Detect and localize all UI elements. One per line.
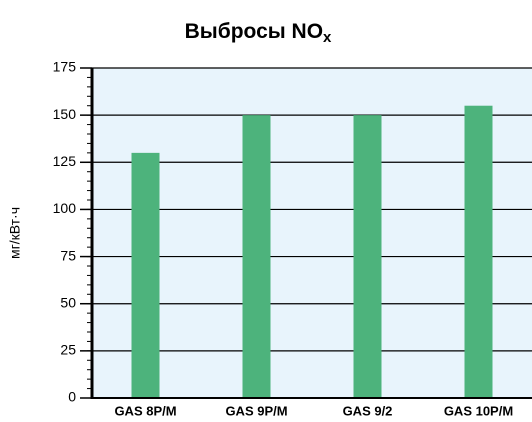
y-tick-label: 25	[60, 342, 76, 358]
y-tick-label: 175	[53, 59, 77, 75]
bar	[131, 152, 160, 398]
bar	[464, 105, 493, 398]
bar	[242, 115, 271, 399]
y-tick-label: 125	[53, 153, 77, 169]
y-tick-label: 0	[68, 389, 76, 405]
x-tick-label: GAS 9P/M	[225, 403, 287, 418]
title-main: Выбросы NO	[185, 20, 323, 43]
y-tick-label: 75	[60, 247, 76, 263]
y-tick-label: 50	[60, 294, 76, 310]
x-tick-label: GAS 10P/M	[444, 403, 513, 418]
x-tick-label: GAS 9/2	[343, 403, 393, 418]
y-tick-label: 100	[53, 200, 77, 216]
plot-area	[92, 68, 532, 398]
chart-title: Выбросы NOx	[185, 20, 332, 46]
title-subscript: x	[323, 29, 332, 46]
y-axis-label: мг/кВт·ч	[7, 207, 23, 259]
x-tick-label: GAS 8P/M	[114, 403, 176, 418]
y-tick-label: 150	[53, 106, 77, 122]
bar	[353, 115, 382, 399]
